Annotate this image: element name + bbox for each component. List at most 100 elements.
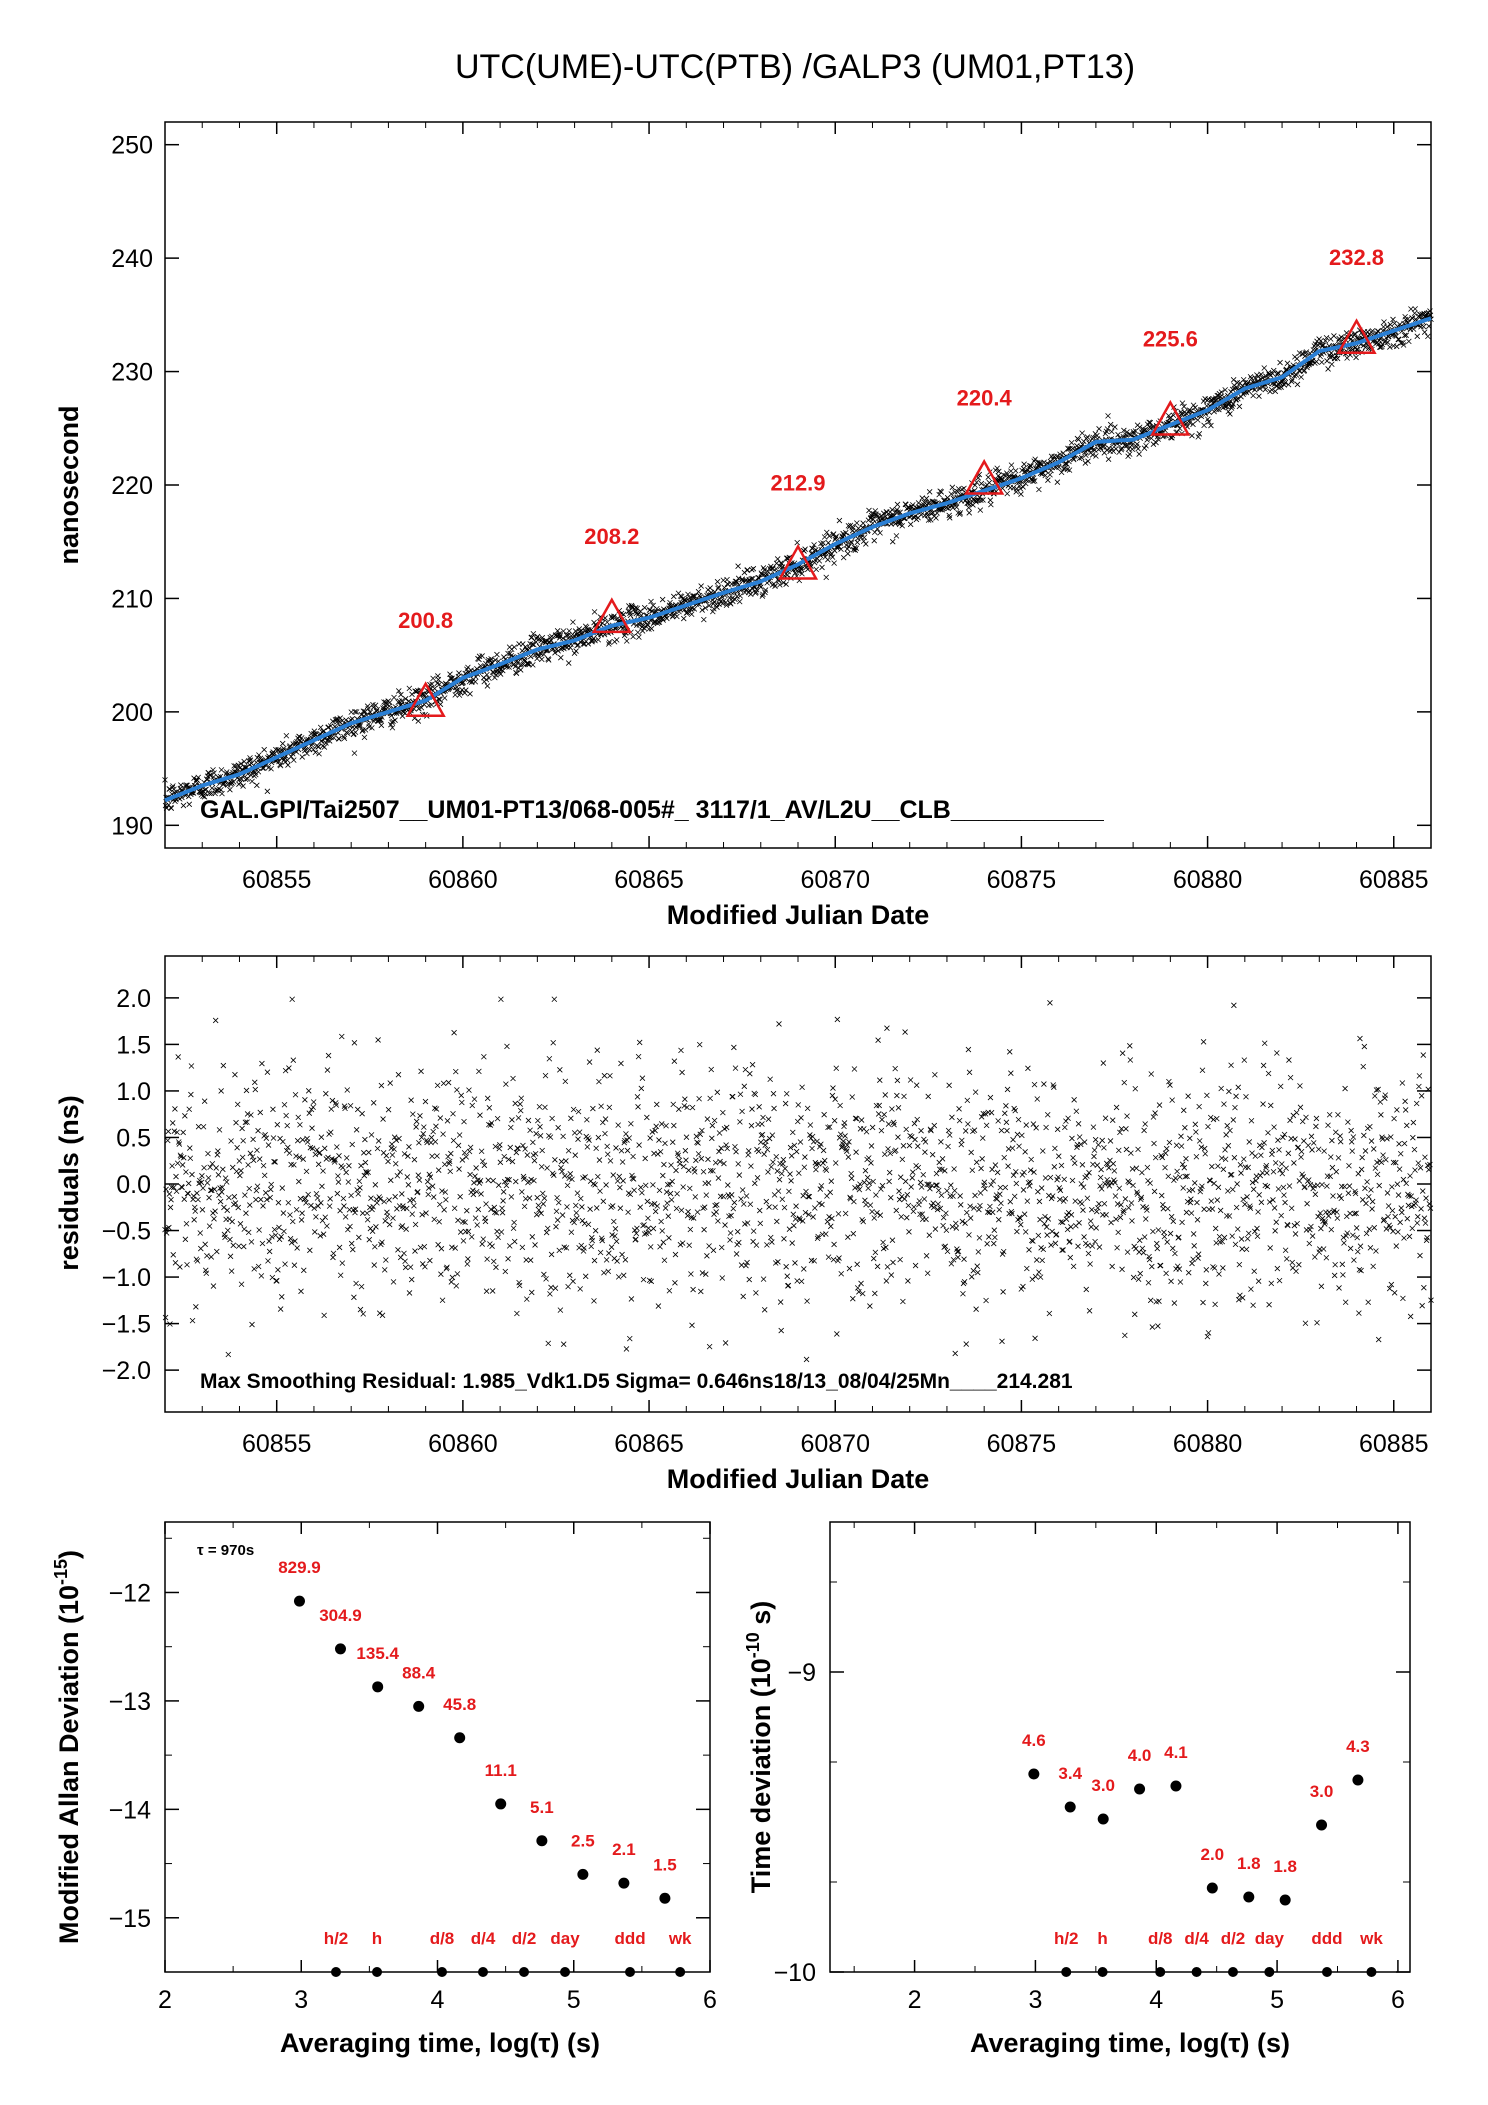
- residual-point: [945, 1143, 951, 1150]
- residual-point: [242, 1119, 249, 1126]
- residual-point: [515, 1115, 522, 1121]
- residual-point: [1288, 1205, 1295, 1212]
- residual-point: [387, 1080, 394, 1086]
- residual-point: [314, 1195, 321, 1201]
- residual-point: [1212, 1225, 1219, 1232]
- residual-point: [1070, 1155, 1076, 1161]
- residual-point: [257, 1109, 264, 1116]
- residual-point: [831, 1117, 838, 1124]
- residual-point: [1396, 1141, 1402, 1147]
- residual-point: [949, 1114, 955, 1121]
- residual-point: [1044, 1232, 1050, 1238]
- residual-point: [348, 1240, 355, 1247]
- offset-point: [1317, 338, 1324, 344]
- offset-point: [994, 465, 1000, 472]
- residual-point: [1157, 1262, 1164, 1269]
- residual-point: [1338, 1195, 1345, 1202]
- residual-point: [1003, 1103, 1009, 1109]
- residual-point: [919, 1211, 925, 1217]
- residual-point: [661, 1257, 668, 1264]
- offset-point: [1288, 378, 1295, 385]
- residual-point: [718, 1244, 725, 1251]
- offset-point: [242, 776, 249, 783]
- residual-point: [1205, 1123, 1211, 1130]
- residual-point: [1121, 1079, 1128, 1086]
- residual-point: [588, 1243, 595, 1250]
- residual-point: [418, 1068, 424, 1075]
- residual-point: [896, 1196, 903, 1203]
- residual-point: [313, 1190, 320, 1197]
- residual-point: [1059, 1219, 1066, 1226]
- residual-point: [1064, 1226, 1071, 1233]
- residual-point: [293, 1206, 300, 1213]
- y-tick-label: −13: [109, 1688, 151, 1716]
- residual-point: [1028, 1156, 1034, 1163]
- residual-point: [737, 1119, 743, 1125]
- deviation-point-label: 2.5: [571, 1831, 595, 1850]
- offset-point: [1230, 377, 1237, 383]
- residual-point: [384, 1213, 391, 1219]
- residual-point: [1220, 1166, 1227, 1173]
- residual-point: [174, 1129, 180, 1136]
- residual-point: [728, 1192, 735, 1198]
- residual-point: [512, 1178, 519, 1185]
- residual-point: [1422, 1220, 1429, 1226]
- residual-point: [926, 1232, 933, 1238]
- residual-point: [262, 1190, 269, 1196]
- residual-point: [300, 1267, 307, 1274]
- residual-point: [911, 1120, 918, 1127]
- residual-point: [1149, 1263, 1155, 1270]
- residual-point: [1215, 1163, 1221, 1169]
- residual-point: [590, 1105, 596, 1112]
- residual-point: [173, 1173, 179, 1180]
- offset-point: [186, 801, 193, 808]
- residual-point: [411, 1202, 417, 1209]
- offset-marker-label: 208.2: [584, 524, 639, 549]
- residual-point: [550, 1039, 557, 1046]
- residual-point: [1076, 1220, 1082, 1226]
- offset-point: [1318, 359, 1325, 366]
- residual-point: [212, 1017, 219, 1024]
- offset-point: [194, 777, 200, 784]
- residual-point: [759, 1121, 765, 1127]
- residual-point: [232, 1071, 238, 1078]
- residual-point: [542, 1072, 549, 1079]
- residual-point: [1000, 1248, 1007, 1255]
- residual-point: [695, 1140, 701, 1146]
- residual-point: [207, 1187, 214, 1194]
- offset-point: [1400, 342, 1407, 348]
- residual-point: [435, 1167, 442, 1173]
- residual-point: [1292, 1136, 1298, 1142]
- offset-point: [623, 638, 630, 644]
- offset-point: [290, 757, 297, 763]
- offset-point: [870, 511, 877, 517]
- residual-point: [1042, 1213, 1048, 1220]
- residual-point: [448, 1150, 454, 1157]
- residual-point: [1417, 1252, 1423, 1259]
- offset-point: [1195, 434, 1202, 440]
- offset-point: [336, 736, 342, 742]
- offset-point: [221, 780, 227, 787]
- residual-point: [163, 1230, 170, 1236]
- offset-point: [674, 613, 680, 620]
- residual-point: [312, 1151, 319, 1158]
- offset-point: [304, 750, 310, 757]
- residual-point: [511, 1238, 518, 1245]
- residual-point: [1308, 1223, 1314, 1230]
- residual-point: [803, 1356, 810, 1363]
- residual-point: [720, 1109, 726, 1116]
- offset-point: [539, 656, 545, 663]
- residual-point: [559, 1168, 565, 1175]
- offset-point: [611, 613, 617, 619]
- residual-point: [1210, 1116, 1217, 1123]
- offset-point: [1153, 439, 1159, 446]
- offset-smooth-curve: [164, 316, 1432, 803]
- residual-point: [1109, 1117, 1116, 1123]
- residual-point: [1335, 1155, 1342, 1161]
- residual-point: [532, 1150, 539, 1157]
- residual-point: [1282, 1247, 1289, 1254]
- residual-point: [1318, 1225, 1324, 1232]
- residual-point: [518, 1095, 525, 1102]
- residual-point: [741, 1083, 748, 1090]
- residual-point: [1005, 1163, 1011, 1169]
